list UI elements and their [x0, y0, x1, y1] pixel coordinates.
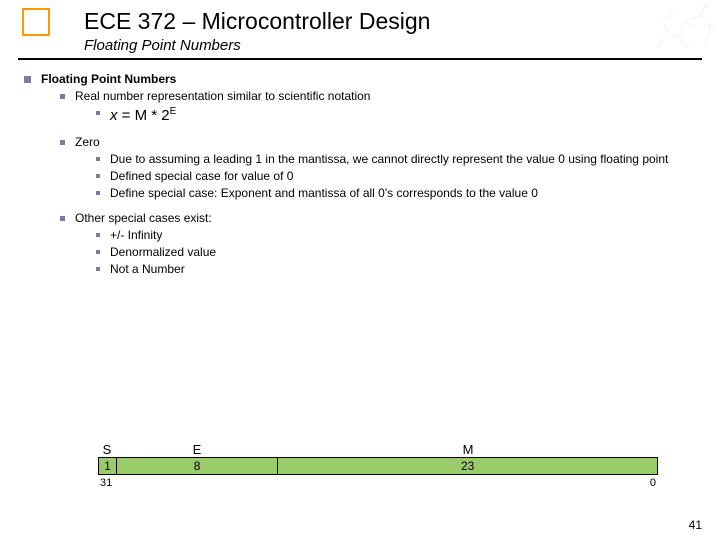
bullet-l2: Other special cases exist: — [60, 211, 720, 225]
divider — [18, 58, 702, 60]
heading-fpn: Floating Point Numbers — [41, 72, 176, 86]
bullet-icon — [96, 111, 100, 115]
bullet-l1: Floating Point Numbers — [24, 72, 720, 86]
text-zero: Zero — [75, 135, 100, 149]
text-other: Other special cases exist: — [75, 211, 212, 225]
formula-body: = M * 2 — [118, 107, 170, 124]
page-title: ECE 372 – Microcontroller Design — [84, 8, 720, 35]
label-s: S — [98, 442, 116, 457]
content: Floating Point Numbers Real number repre… — [24, 72, 720, 276]
bullet-icon — [96, 233, 100, 237]
decoration-icon — [652, 0, 716, 54]
bullet-l2: Zero — [60, 135, 720, 149]
page-number: 41 — [689, 518, 702, 532]
bullet-icon — [96, 191, 100, 195]
box-m: 23 — [278, 458, 657, 474]
text-realnum: Real number representation similar to sc… — [75, 89, 370, 103]
bullet-icon — [60, 216, 65, 221]
text-zero-c: Define special case: Exponent and mantis… — [110, 186, 538, 200]
formula-exp: E — [170, 106, 177, 117]
bullet-l3: Due to assuming a leading 1 in the manti… — [96, 152, 720, 166]
bullet-l3: Denormalized value — [96, 245, 720, 259]
bullet-icon — [96, 157, 100, 161]
bullet-icon — [24, 76, 31, 83]
diagram-boxes: 1 8 23 — [98, 457, 658, 475]
bullet-icon — [96, 267, 100, 271]
bullet-icon — [60, 140, 65, 145]
bullet-icon — [96, 174, 100, 178]
bullet-l3: Not a Number — [96, 262, 720, 276]
page-subtitle: Floating Point Numbers — [84, 37, 720, 54]
bullet-l3: Defined special case for value of 0 — [96, 169, 720, 183]
text-zero-b: Defined special case for value of 0 — [110, 169, 293, 183]
box-s: 1 — [99, 458, 117, 474]
slide: ECE 372 – Microcontroller Design Floatin… — [0, 0, 720, 540]
header: ECE 372 – Microcontroller Design Floatin… — [0, 0, 720, 54]
text-inf: +/- Infinity — [110, 228, 162, 242]
label-m: M — [278, 442, 658, 457]
text-denorm: Denormalized value — [110, 245, 216, 259]
box-e: 8 — [117, 458, 278, 474]
bullet-icon — [96, 250, 100, 254]
bullet-l2: Real number representation similar to sc… — [60, 89, 720, 103]
text-zero-a: Due to assuming a leading 1 in the manti… — [110, 152, 668, 166]
float-diagram: S E M 1 8 23 31 0 — [98, 442, 658, 477]
bit-high: 31 — [100, 477, 112, 489]
formula-x: x — [110, 107, 118, 124]
formula: x = M * 2E — [110, 106, 176, 124]
accent-square — [22, 8, 50, 36]
bullet-icon — [60, 94, 65, 99]
bullet-l3: Define special case: Exponent and mantis… — [96, 186, 720, 200]
text-nan: Not a Number — [110, 262, 185, 276]
label-e: E — [116, 442, 278, 457]
diagram-top-labels: S E M — [98, 442, 658, 457]
bullet-l3: x = M * 2E — [96, 106, 720, 124]
bit-low: 0 — [650, 477, 656, 489]
bullet-l3: +/- Infinity — [96, 228, 720, 242]
